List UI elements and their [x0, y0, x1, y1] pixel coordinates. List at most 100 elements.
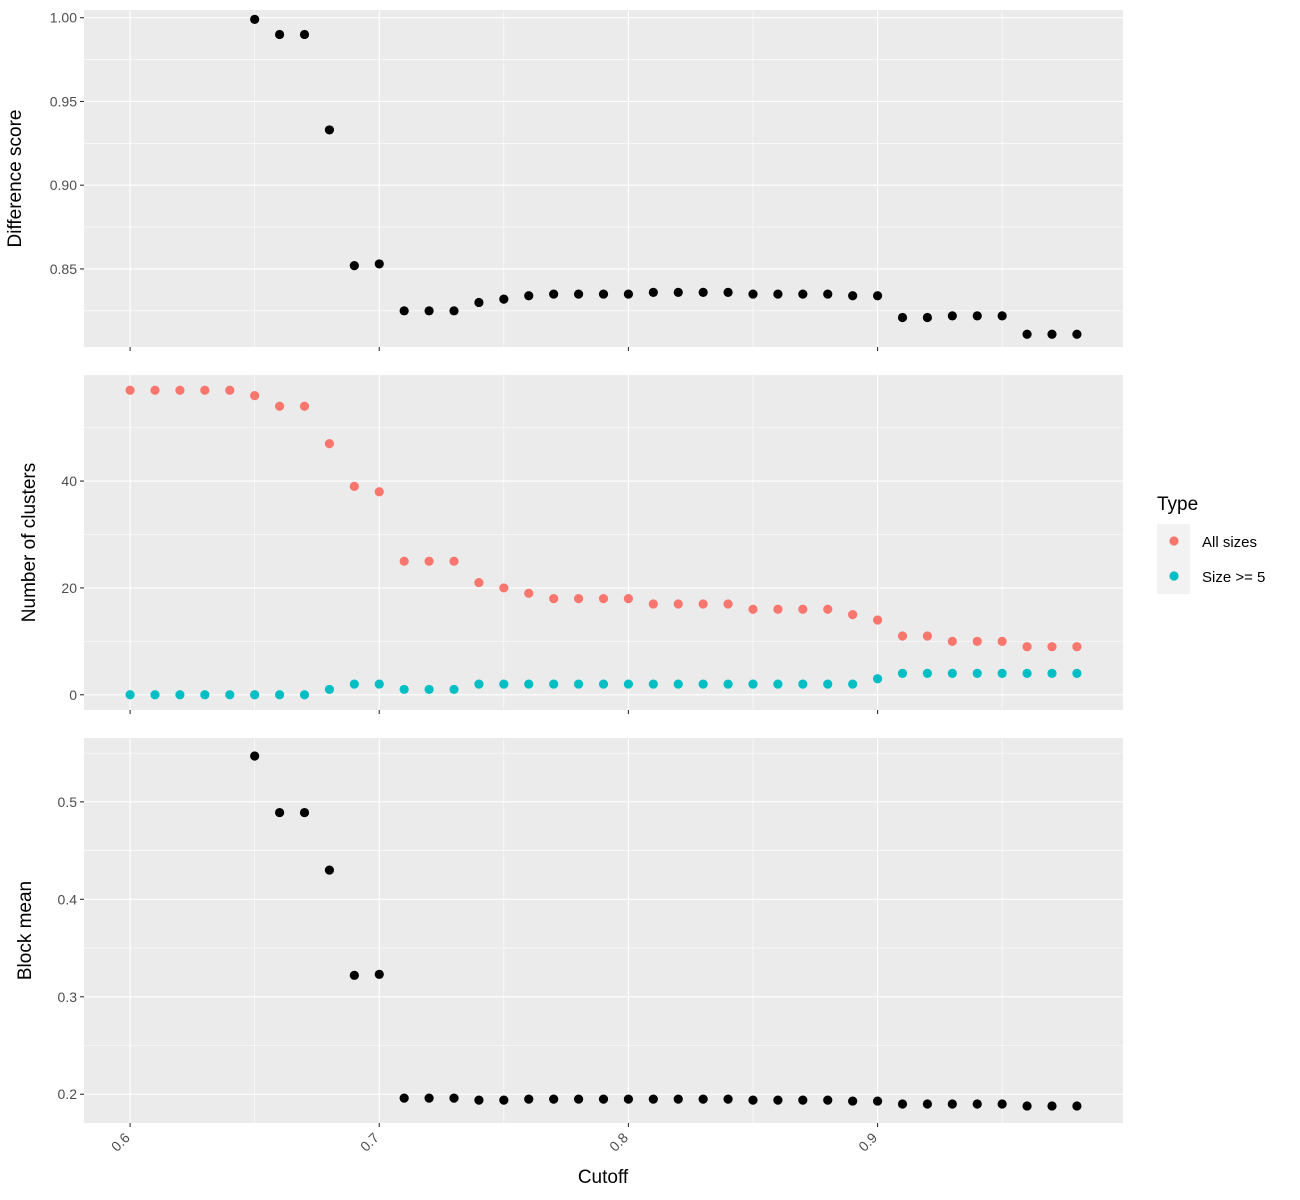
data-point [848, 679, 858, 689]
data-point [449, 1093, 459, 1103]
data-point [872, 674, 883, 684]
data-point [200, 385, 210, 395]
legend: Type All sizes Size >= 5 [1157, 494, 1265, 594]
data-point [150, 385, 160, 395]
data-point [648, 287, 658, 297]
data-point [349, 970, 359, 980]
panel-block-mean: 0.2 0.3 0.4 0.5 Block mean [15, 738, 1123, 1127]
x-tick-label: 0.8 [606, 1129, 631, 1154]
y-tick-label: 0.2 [58, 1086, 78, 1102]
y-tick-label: 0.4 [58, 891, 78, 907]
data-point [250, 690, 260, 700]
data-point [673, 599, 683, 609]
data-point [399, 306, 409, 316]
panel-number-of-clusters: 0 20 40 Number of clusters [19, 375, 1123, 714]
data-point [225, 690, 235, 700]
data-point [1072, 642, 1082, 652]
data-point [897, 668, 908, 679]
y-tick-label: 0 [69, 687, 77, 703]
y-tick-label: 20 [61, 580, 77, 596]
data-point [399, 1093, 409, 1103]
data-point [424, 306, 434, 316]
data-point [897, 312, 908, 323]
data-point [274, 29, 285, 40]
data-point [449, 306, 459, 316]
data-point [723, 1094, 733, 1104]
data-point [474, 297, 484, 308]
data-point [922, 631, 933, 641]
panel-background [84, 375, 1123, 710]
data-point [897, 1099, 908, 1109]
data-point [598, 1094, 609, 1104]
data-point [125, 690, 135, 700]
legend-key-background [1157, 524, 1190, 594]
data-point [623, 594, 634, 604]
data-point [997, 311, 1007, 321]
data-point [673, 287, 683, 297]
data-point [598, 289, 609, 299]
data-point [299, 807, 310, 818]
data-point [399, 684, 409, 695]
data-point [823, 289, 833, 299]
data-point [947, 311, 957, 321]
data-point [299, 29, 310, 40]
data-point [748, 604, 758, 614]
legend-label-all-sizes: All sizes [1202, 534, 1257, 551]
data-point [723, 599, 733, 609]
data-point [1047, 1101, 1057, 1111]
data-point [623, 1094, 634, 1104]
data-point [250, 751, 260, 761]
data-point [274, 690, 285, 700]
data-point [773, 604, 783, 614]
data-point [175, 690, 185, 700]
data-point [573, 594, 584, 604]
series-1-1 [125, 668, 1082, 700]
data-point [150, 690, 160, 700]
data-point [723, 679, 733, 689]
data-point [274, 807, 285, 818]
legend-title: Type [1157, 494, 1198, 515]
data-point [698, 1094, 708, 1104]
data-point [798, 604, 808, 614]
series-2-0 [250, 751, 1082, 1111]
data-point [1022, 329, 1032, 339]
data-point [698, 287, 708, 297]
data-point [374, 259, 384, 269]
data-point [1047, 668, 1057, 679]
panel-difference-score: 0.85 0.90 0.95 1.00 Difference score [5, 10, 1123, 351]
x-tick-label: 0.9 [855, 1129, 880, 1154]
data-point [374, 487, 384, 497]
data-point [748, 289, 758, 299]
panel-background [84, 738, 1123, 1123]
data-point [424, 684, 434, 695]
data-point [872, 1096, 883, 1106]
data-point [997, 668, 1007, 679]
data-point [773, 289, 783, 299]
y-tick-label: 0.85 [50, 261, 77, 277]
data-point [474, 679, 484, 689]
data-point [374, 679, 384, 689]
data-point [798, 1095, 808, 1105]
data-point [549, 594, 559, 604]
y-tick-label: 0.3 [58, 989, 78, 1005]
y-tick-label: 40 [61, 473, 77, 489]
data-point [299, 401, 310, 411]
data-point [524, 291, 534, 301]
data-point [848, 610, 858, 620]
y-axis-title: Block mean [15, 881, 36, 980]
data-point [972, 636, 982, 646]
data-point [449, 684, 459, 695]
data-point [324, 439, 335, 449]
data-point [773, 679, 783, 689]
data-point [623, 679, 634, 689]
data-point [499, 294, 509, 304]
data-point [723, 287, 733, 297]
data-point [200, 690, 210, 700]
data-point [374, 969, 384, 979]
y-tick-label: 0.90 [50, 177, 77, 193]
data-point [922, 1099, 933, 1109]
data-point [449, 556, 459, 566]
data-point [972, 1099, 982, 1109]
legend-key-all-sizes [1169, 536, 1179, 546]
